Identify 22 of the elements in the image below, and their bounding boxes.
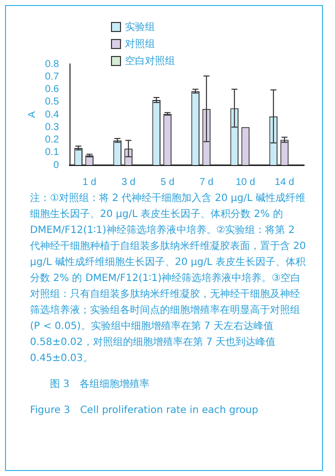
- x-tick-label: 1 d: [82, 176, 96, 188]
- y-tick-label: 0.1: [44, 147, 60, 158]
- y-tick-label: 0.8: [44, 58, 60, 70]
- caption: Figure 3 Cell proliferation rate in each group: [30, 404, 260, 418]
- caption: 图 3 各组细胞增殖率: [49, 378, 151, 392]
- legend-label: 空白对照组: [125, 54, 175, 68]
- y-tick-label: 0.5: [44, 96, 60, 108]
- x-tick-label: 10 d: [236, 176, 256, 188]
- legend-label: 实验组: [125, 20, 155, 34]
- text: 注：①对照组：将 2 代神经干细胞加入含 20 μg/L 碱性成纤维细胞生长因子、20 μg/L 表皮生长因子、体积分数 2% 的 DMEM/F12(1∶1)神经筛选培养液中培养。②实验组：将第 2 代神经干细胞种植于自组装多肽纳米纤维凝胶表面，置于含 20 μg/L 碱性成纤维细胞生长因子、20 μg/L 表皮生长因子、体积分数 2% 的 DMEM/F12(1∶1)神经筛选培养液中培养。③空白对照组：只有自组装多肽纳米纤维凝胶，无神经干细胞及神经筛选培养液；实验组各时间点的细胞增殖率在明显高于对照组(P < 0.05)。实验组中细胞增殖率在第 7 天左右达峰值 0.58±0.02，对照组的细胞增殖率在第 7 天也到达峰值 0.45±0.03。: [30, 193, 306, 364]
- y-axis-title: A: [26, 110, 38, 118]
- y-tick-label: 0.6: [44, 84, 60, 95]
- y-tick-label: 0.3: [44, 122, 60, 133]
- legend-label: 对照组: [125, 38, 155, 50]
- x-tick-label: 14 d: [274, 176, 294, 188]
- y-tick-label: 0.7: [44, 71, 60, 82]
- y-tick-label: 0.4: [44, 109, 60, 120]
- x-tick-label: 5 d: [160, 176, 174, 188]
- y-tick-label: 0: [53, 160, 60, 171]
- y-tick-label: 0.2: [44, 134, 60, 146]
- x-tick-label: 3 d: [121, 176, 136, 188]
- x-tick-label: 7 d: [200, 176, 214, 188]
